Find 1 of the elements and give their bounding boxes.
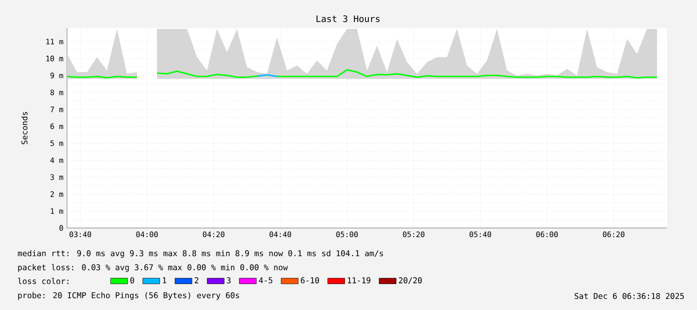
chart-title: Last 3 Hours [316,15,380,22]
